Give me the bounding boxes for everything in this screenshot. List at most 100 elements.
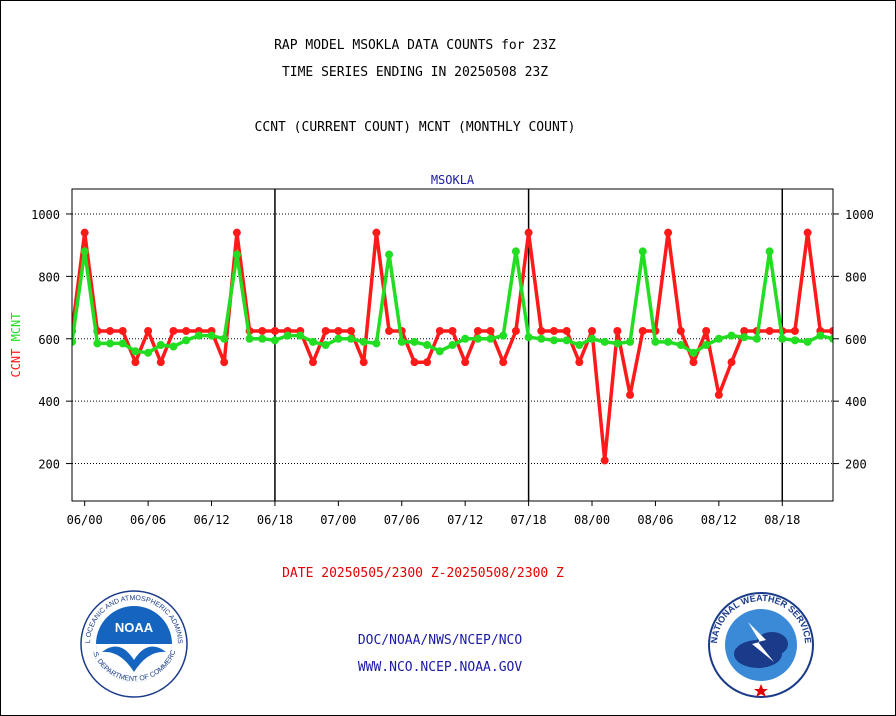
- mcnt-point: [232, 250, 241, 259]
- mcnt-point: [549, 336, 558, 345]
- ccnt-point: [676, 326, 685, 335]
- ccnt-point: [537, 326, 546, 335]
- y-tick-label-right: 800: [845, 270, 867, 284]
- mcnt-point: [803, 337, 812, 346]
- mcnt-point: [714, 334, 723, 343]
- mcnt-series: [72, 247, 833, 357]
- ccnt-point: [486, 326, 495, 335]
- ccnt-point: [600, 456, 609, 465]
- noaa-logo: NOAA NATIONAL OCEANIC AND ATMOSPHERIC AD…: [80, 590, 188, 698]
- ccnt-point: [727, 358, 736, 367]
- mcnt-point: [410, 337, 419, 346]
- x-tick-label: 07/06: [384, 513, 420, 527]
- ccnt-point: [790, 326, 799, 335]
- ccnt-point: [461, 358, 470, 367]
- ccnt-point: [740, 326, 749, 335]
- mcnt-point: [397, 337, 406, 346]
- ccnt-point: [829, 326, 833, 335]
- mcnt-point: [80, 247, 89, 256]
- ccnt-point: [410, 358, 419, 367]
- ccnt-point: [258, 326, 267, 335]
- mcnt-point: [790, 336, 799, 345]
- website-link[interactable]: WWW.NCO.NCEP.NOAA.GOV: [357, 660, 523, 675]
- ccnt-point: [473, 326, 482, 335]
- mcnt-point: [588, 334, 597, 343]
- ccnt-point: [308, 358, 317, 367]
- mcnt-point: [651, 337, 660, 346]
- mcnt-point: [664, 337, 673, 346]
- ccnt-point: [182, 326, 191, 335]
- mcnt-point: [638, 247, 647, 256]
- mcnt-point: [727, 331, 736, 340]
- mcnt-point: [435, 347, 444, 356]
- x-tick-label: 06/12: [193, 513, 229, 527]
- mcnt-point: [816, 331, 825, 340]
- mcnt-point: [106, 339, 115, 348]
- ccnt-point: [714, 390, 723, 399]
- ccnt-point: [156, 358, 165, 367]
- y-tick-label-left: 200: [38, 458, 60, 472]
- mcnt-point: [499, 331, 508, 340]
- ccnt-point: [372, 228, 381, 237]
- mcnt-point: [448, 341, 457, 349]
- mcnt-point: [385, 250, 394, 259]
- mcnt-point: [473, 334, 482, 343]
- y-tick-label-right: 400: [845, 395, 867, 409]
- mcnt-point: [334, 334, 343, 343]
- org-text[interactable]: DOC/NOAA/NWS/NCEP/NCO: [357, 633, 523, 648]
- ccnt-point: [232, 228, 241, 237]
- mcnt-point: [676, 341, 685, 349]
- ccnt-point: [702, 326, 711, 335]
- ccnt-point: [689, 358, 698, 367]
- nws-logo: NATIONAL WEATHER SERVICE: [708, 592, 814, 698]
- mcnt-point: [575, 341, 584, 349]
- mcnt-point: [562, 336, 571, 345]
- mcnt-point: [118, 339, 127, 348]
- y-tick-label-left: 400: [38, 395, 60, 409]
- ccnt-point: [638, 326, 647, 335]
- x-tick-label: 07/18: [511, 513, 547, 527]
- date-range: DATE 20250505/2300 Z-20250508/2300 Z: [282, 566, 564, 581]
- mcnt-point: [423, 341, 432, 349]
- station-title: MSOKLA: [431, 173, 475, 187]
- mcnt-point: [829, 334, 833, 343]
- ccnt-point: [334, 326, 343, 335]
- ccnt-point: [118, 326, 127, 335]
- plot-frame: [71, 188, 834, 502]
- ccnt-point: [664, 228, 673, 237]
- mcnt-point: [689, 348, 698, 357]
- mcnt-point: [524, 333, 533, 342]
- mcnt-point: [144, 348, 153, 357]
- mcnt-point: [296, 331, 305, 340]
- mcnt-point: [372, 339, 381, 348]
- mcnt-point: [270, 336, 279, 345]
- noaa-logo-text: NOAA: [115, 620, 154, 635]
- mcnt-point: [308, 337, 317, 346]
- axes: 200 200 400 400 600 600 800 800 1000 1000 06/00 06/…: [9, 173, 874, 527]
- chart-subtitle: TIME SERIES ENDING IN 20250508 23Z: [281, 65, 549, 80]
- ccnt-point: [321, 326, 330, 335]
- ccnt-point: [144, 326, 153, 335]
- mcnt-point: [461, 334, 470, 343]
- ccnt-point: [106, 326, 115, 335]
- mcnt-point: [359, 337, 368, 346]
- ccnt-point: [385, 326, 394, 335]
- ccnt-point: [169, 326, 178, 335]
- mcnt-point: [131, 347, 140, 356]
- y-tick-label-left: 600: [38, 333, 60, 347]
- x-tick-label: 08/00: [574, 513, 610, 527]
- ccnt-point: [511, 326, 520, 335]
- ccnt-point: [588, 326, 597, 335]
- mcnt-point: [182, 336, 191, 345]
- ccnt-point: [131, 358, 140, 367]
- ccnt-point: [765, 326, 774, 335]
- mcnt-point: [156, 341, 165, 349]
- ccnt-point: [80, 228, 89, 237]
- chart-legend-description: CCNT (CURRENT COUNT) MCNT (MONTHLY COUNT…: [254, 120, 576, 135]
- y-tick-label-right: 1000: [845, 208, 874, 222]
- mcnt-point: [778, 334, 787, 343]
- ccnt-point: [499, 358, 508, 367]
- mcnt-point: [486, 334, 495, 343]
- mcnt-point: [347, 334, 356, 343]
